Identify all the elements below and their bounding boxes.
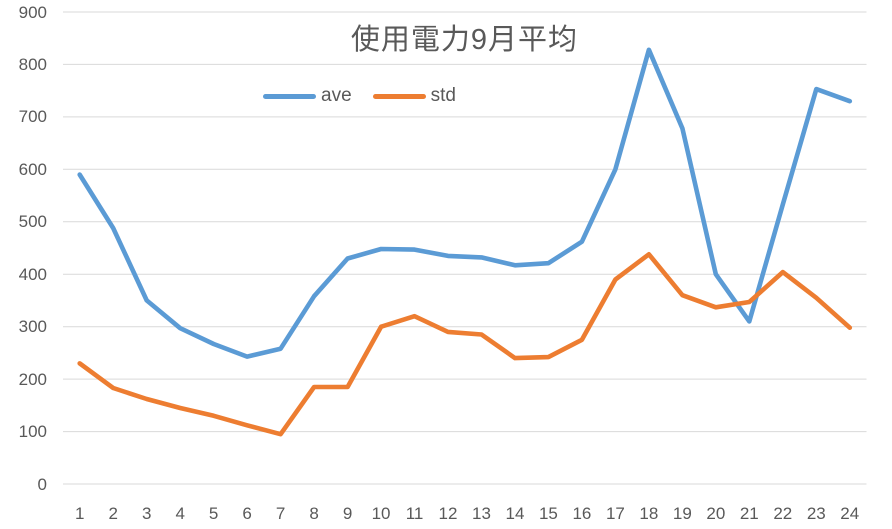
- y-axis-tick-label: 200: [18, 369, 47, 389]
- x-axis-tick-label: 15: [538, 504, 558, 523]
- x-axis-tick-label: 4: [175, 504, 185, 523]
- series-line-std[interactable]: [77, 252, 853, 437]
- x-axis-tick-label: 23: [806, 504, 826, 523]
- x-axis-tick-label: 9: [342, 504, 353, 523]
- x-axis-tick-label: 10: [371, 504, 391, 523]
- legend-item-std[interactable]: std: [372, 85, 456, 107]
- x-axis-tick-label: 1: [75, 504, 85, 523]
- x-axis-tick-label: 5: [208, 504, 219, 523]
- x-axis-tick-label: 14: [505, 504, 525, 523]
- x-axis-tick-label: 22: [773, 504, 793, 523]
- x-axis-tick-label: 7: [275, 504, 286, 523]
- x-axis-tick-label: 18: [639, 504, 659, 523]
- y-axis-tick-label: 300: [18, 317, 47, 337]
- y-axis-tick-label: 0: [37, 474, 47, 494]
- y-axis-tick-label: 700: [18, 107, 47, 127]
- legend-swatch-std: [372, 93, 426, 99]
- x-axis-tick-label: 12: [438, 504, 458, 523]
- y-axis-tick-label: 800: [18, 54, 47, 74]
- x-axis-tick-label: 8: [309, 504, 319, 523]
- y-axis-tick-label: 600: [18, 159, 47, 179]
- x-axis-tick-label: 20: [706, 504, 726, 523]
- y-axis-tick-label: 400: [18, 264, 47, 284]
- x-axis-tick-label: 11: [405, 504, 424, 523]
- legend-label-ave: ave: [321, 85, 352, 106]
- x-axis-tick-label: 3: [141, 504, 152, 523]
- x-axis-tick-label: 24: [840, 504, 860, 523]
- chart-legend: ave std: [263, 85, 456, 107]
- x-axis-tick-label: 13: [472, 504, 491, 523]
- x-axis-tick-label: 2: [108, 504, 118, 523]
- y-axis-tick-label: 100: [18, 422, 47, 442]
- y-axis-tick-label: 900: [18, 2, 47, 22]
- legend-label-std: std: [430, 85, 456, 106]
- x-axis-tick-label: 19: [672, 504, 692, 523]
- chart-title: 使用電力9月平均: [350, 24, 579, 56]
- series-line-ave[interactable]: [77, 47, 853, 359]
- x-axis-tick-label: 16: [572, 504, 592, 523]
- x-axis-tick-label: 6: [242, 504, 252, 523]
- y-axis-tick-label: 500: [18, 212, 47, 232]
- x-axis-tick-label: 17: [605, 504, 625, 523]
- legend-swatch-ave: [263, 93, 316, 99]
- x-axis-tick-label: 21: [739, 504, 759, 523]
- legend-item-ave[interactable]: ave: [263, 85, 352, 107]
